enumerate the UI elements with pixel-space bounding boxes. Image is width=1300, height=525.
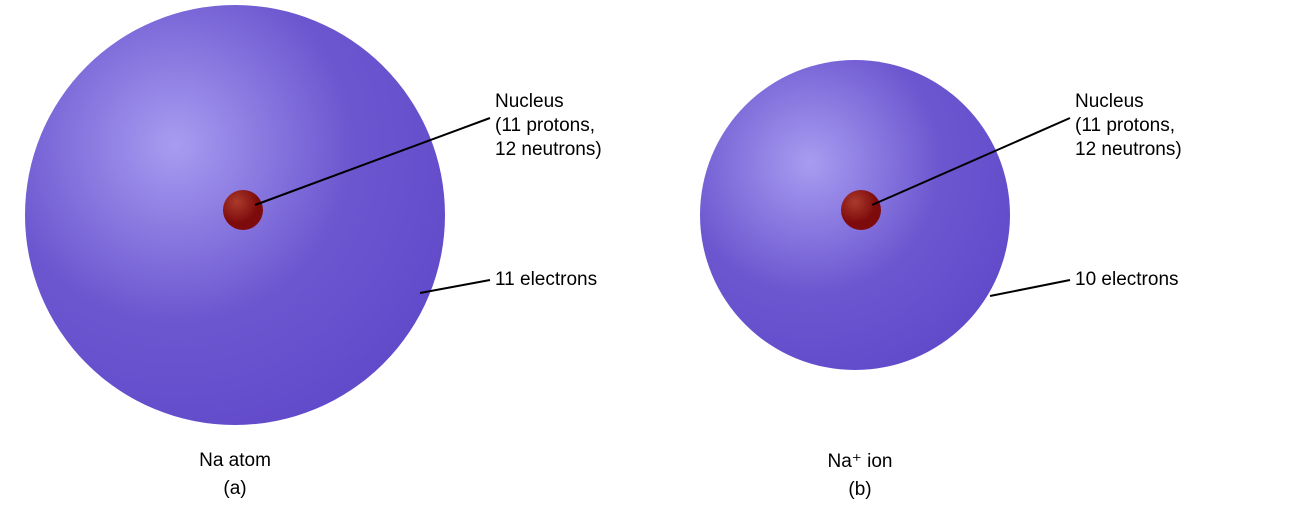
caption-b-name: Na⁺ ion — [650, 450, 1070, 473]
electrons-label-b: 10 electrons — [1075, 268, 1179, 292]
caption-a-name: Na atom — [0, 450, 470, 472]
nucleus-label-b: Nucleus (11 protons, 12 neutrons) — [1075, 90, 1182, 161]
nucleus-b — [841, 190, 881, 230]
panel-b: Na⁺ ion (b) Nucleus (11 protons, 12 neut… — [650, 0, 1300, 525]
caption-a-letter: (a) — [0, 478, 470, 500]
nucleus-a — [223, 190, 263, 230]
electrons-label-a: 11 electrons — [495, 268, 597, 292]
caption-b-letter: (b) — [650, 479, 1070, 501]
caption-b: Na⁺ ion (b) — [650, 450, 1070, 501]
panel-a: Na atom (a) Nucleus (11 protons, 12 neut… — [0, 0, 650, 525]
nucleus-label-a: Nucleus (11 protons, 12 neutrons) — [495, 90, 602, 161]
caption-a: Na atom (a) — [0, 450, 470, 500]
